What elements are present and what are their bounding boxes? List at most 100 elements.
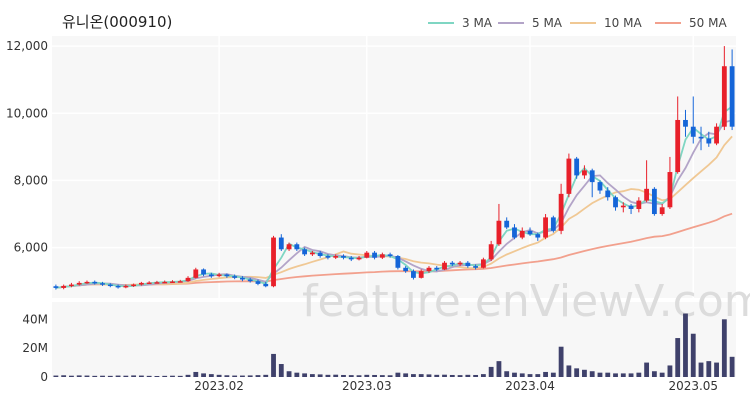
candle-body — [325, 256, 331, 258]
legend-label: 50 MA — [689, 16, 727, 30]
volume-bar — [582, 369, 587, 377]
volume-bar — [628, 373, 634, 377]
candle-body — [341, 256, 346, 258]
price-tick-label: 8,000 — [14, 173, 48, 187]
volume-bar — [605, 372, 611, 377]
candle-body — [426, 267, 432, 272]
candle — [651, 187, 657, 216]
legend-item: 50 MA — [655, 16, 727, 30]
volume-bar — [115, 375, 121, 377]
candle-body — [527, 230, 533, 235]
candle — [53, 284, 59, 290]
volume-bar — [100, 375, 105, 377]
candle-body — [193, 269, 199, 278]
candle-body — [138, 282, 144, 285]
candle — [76, 281, 82, 286]
volume-bar — [519, 373, 525, 377]
candle-body — [442, 262, 447, 270]
volume-bar — [527, 374, 533, 377]
candle — [613, 195, 618, 211]
candle — [278, 234, 284, 251]
candle — [372, 250, 377, 260]
candle-body — [418, 271, 424, 278]
volume-bar — [278, 364, 284, 377]
candle-body — [286, 244, 292, 250]
chart-title: 유니온(000910) — [62, 13, 172, 31]
volume-bar — [651, 371, 657, 377]
volume-bar — [620, 373, 626, 377]
volume-bar — [512, 372, 517, 377]
candle — [550, 215, 556, 233]
candle — [224, 273, 230, 278]
candle — [504, 217, 510, 230]
volume-bar — [309, 374, 315, 377]
candle-body — [271, 237, 276, 287]
volume-bar — [263, 374, 269, 377]
volume-bar — [714, 362, 719, 377]
volume-bar — [426, 374, 432, 377]
candle — [706, 131, 712, 147]
candle-body — [294, 244, 300, 250]
volume-bar — [379, 375, 385, 377]
candle — [403, 266, 409, 273]
volume-bar — [170, 375, 175, 377]
candle-body — [123, 285, 129, 288]
candle-body — [504, 220, 510, 228]
candle — [131, 283, 137, 287]
volume-bar — [496, 361, 502, 377]
candle-body — [434, 267, 440, 270]
candle-body — [620, 205, 626, 208]
candle-body — [605, 190, 611, 198]
volume-bar — [53, 375, 59, 377]
volume-bar — [574, 368, 580, 377]
candle-body — [465, 262, 471, 267]
candle — [411, 269, 416, 280]
volume-bar — [597, 372, 603, 377]
candle — [240, 276, 245, 282]
volume-bar — [84, 375, 90, 377]
candle-body — [364, 252, 370, 258]
candle-body — [240, 277, 245, 280]
volume-bar — [387, 375, 393, 377]
volume-bar — [123, 375, 129, 377]
candle-body — [644, 188, 650, 201]
candle-body — [232, 276, 238, 278]
candle — [496, 203, 502, 246]
candle — [294, 242, 300, 251]
volume-bar — [636, 372, 642, 377]
candle-body — [348, 257, 354, 260]
candle-body — [302, 249, 308, 255]
candle — [185, 276, 191, 282]
candle — [92, 280, 98, 285]
legend-item: 3 MA — [428, 16, 493, 30]
volume-tick-label: 40M — [22, 312, 48, 326]
candle-body — [403, 267, 409, 272]
candle — [348, 256, 354, 262]
candle-body — [558, 193, 564, 231]
volume-bar — [271, 353, 276, 377]
candle-body — [356, 257, 362, 260]
volume-bar — [61, 375, 67, 377]
date-tick-label: 2023.03 — [342, 379, 392, 393]
candle — [247, 277, 253, 283]
candle — [232, 274, 238, 280]
candle-body — [512, 227, 517, 238]
legend-label: 10 MA — [604, 16, 642, 30]
candle — [488, 240, 494, 262]
candle — [271, 235, 276, 288]
candle-body — [659, 207, 665, 215]
candle — [659, 203, 665, 216]
volume-bar — [690, 333, 696, 377]
moving-average-lines — [55, 105, 733, 289]
candle — [107, 283, 113, 288]
legend-item: 5 MA — [498, 16, 563, 30]
volume-bar — [721, 319, 727, 377]
candle-body — [278, 237, 284, 250]
candle-body — [636, 200, 642, 209]
candle — [115, 284, 121, 289]
candle — [100, 281, 105, 286]
candle — [620, 202, 626, 213]
candle-body — [162, 281, 168, 284]
